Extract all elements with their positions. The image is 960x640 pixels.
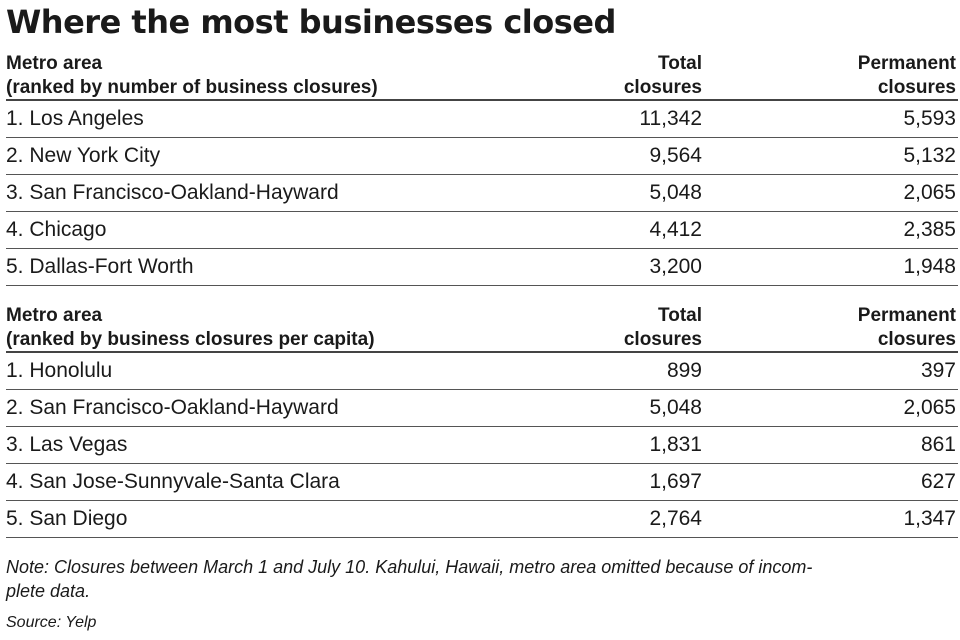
header-metro-line2: (ranked by number of business closures) <box>6 77 378 98</box>
header-perm-line1: Permanent <box>857 305 956 326</box>
header-total-line2: closures <box>623 77 702 98</box>
permanent-cell: 1,347 <box>903 507 956 530</box>
metro-cell: 2. New York City <box>6 144 161 167</box>
metro-cell: 1. Honolulu <box>6 359 113 382</box>
metro-cell: 4. San Jose-Sunnyvale-Santa Clara <box>6 470 340 493</box>
header-perm-line2: closures <box>877 77 956 98</box>
header-total-line2: closures <box>623 329 702 350</box>
table-row: 2. San Francisco-Oakland-Hayward 5,048 2… <box>6 390 958 427</box>
table-row: 4. Chicago 4,412 2,385 <box>6 212 958 249</box>
table-row: 4. San Jose-Sunnyvale-Santa Clara 1,697 … <box>6 464 958 501</box>
total-cell: 2,764 <box>649 507 702 530</box>
permanent-cell: 5,593 <box>903 107 956 130</box>
metro-cell: 2. San Francisco-Oakland-Hayward <box>6 396 339 419</box>
header-permanent: Permanent closures <box>858 304 956 352</box>
metro-cell: 3. Las Vegas <box>6 433 128 456</box>
metro-cell: 5. Dallas-Fort Worth <box>6 255 194 278</box>
header-perm-line2: closures <box>877 329 956 350</box>
header-metro-line2: (ranked by business closures per capita) <box>6 329 375 350</box>
table-header: Metro area (ranked by number of business… <box>6 52 958 101</box>
header-total-line1: Total <box>658 53 702 74</box>
table-row: 5. San Diego 2,764 1,347 <box>6 501 958 538</box>
permanent-cell: 5,132 <box>903 144 956 167</box>
footnote: Note: Closures between March 1 and July … <box>6 555 946 603</box>
footnote-line1: Note: Closures between March 1 and July … <box>6 557 813 577</box>
table-by-total-closures: Metro area (ranked by number of business… <box>6 52 958 286</box>
header-total-line1: Total <box>658 305 702 326</box>
total-cell: 5,048 <box>649 396 702 419</box>
metro-cell: 5. San Diego <box>6 507 128 530</box>
metro-cell: 4. Chicago <box>6 218 107 241</box>
total-cell: 899 <box>666 359 702 382</box>
permanent-cell: 2,385 <box>903 218 956 241</box>
header-metro-line1: Metro area <box>6 53 103 74</box>
permanent-cell: 1,948 <box>903 255 956 278</box>
permanent-cell: 861 <box>920 433 956 456</box>
footnote-line2: plete data. <box>6 581 91 601</box>
header-metro: Metro area (ranked by number of business… <box>6 52 378 100</box>
total-cell: 4,412 <box>649 218 702 241</box>
table-row: 1. Honolulu 899 397 <box>6 353 958 390</box>
metro-cell: 1. Los Angeles <box>6 107 144 130</box>
table-by-per-capita: Metro area (ranked by business closures … <box>6 304 958 538</box>
total-cell: 3,200 <box>649 255 702 278</box>
total-cell: 1,831 <box>649 433 702 456</box>
permanent-cell: 2,065 <box>903 181 956 204</box>
table-row: 3. Las Vegas 1,831 861 <box>6 427 958 464</box>
header-total: Total closures <box>624 304 702 352</box>
table-row: 2. New York City 9,564 5,132 <box>6 138 958 175</box>
header-metro-line1: Metro area <box>6 305 103 326</box>
table-row: 3. San Francisco-Oakland-Hayward 5,048 2… <box>6 175 958 212</box>
header-total: Total closures <box>624 52 702 100</box>
table-header: Metro area (ranked by business closures … <box>6 304 958 353</box>
permanent-cell: 2,065 <box>903 396 956 419</box>
total-cell: 11,342 <box>639 107 702 130</box>
header-perm-line1: Permanent <box>857 53 956 74</box>
table-row: 5. Dallas-Fort Worth 3,200 1,948 <box>6 249 958 286</box>
table-row: 1. Los Angeles 11,342 5,593 <box>6 101 958 138</box>
permanent-cell: 397 <box>920 359 956 382</box>
total-cell: 1,697 <box>649 470 702 493</box>
chart-title: Where the most businesses closed <box>6 3 616 41</box>
source-credit: Source: Yelp <box>6 614 97 631</box>
header-metro: Metro area (ranked by business closures … <box>6 304 375 352</box>
total-cell: 5,048 <box>649 181 702 204</box>
total-cell: 9,564 <box>649 144 702 167</box>
metro-cell: 3. San Francisco-Oakland-Hayward <box>6 181 339 204</box>
permanent-cell: 627 <box>920 470 956 493</box>
header-permanent: Permanent closures <box>858 52 956 100</box>
